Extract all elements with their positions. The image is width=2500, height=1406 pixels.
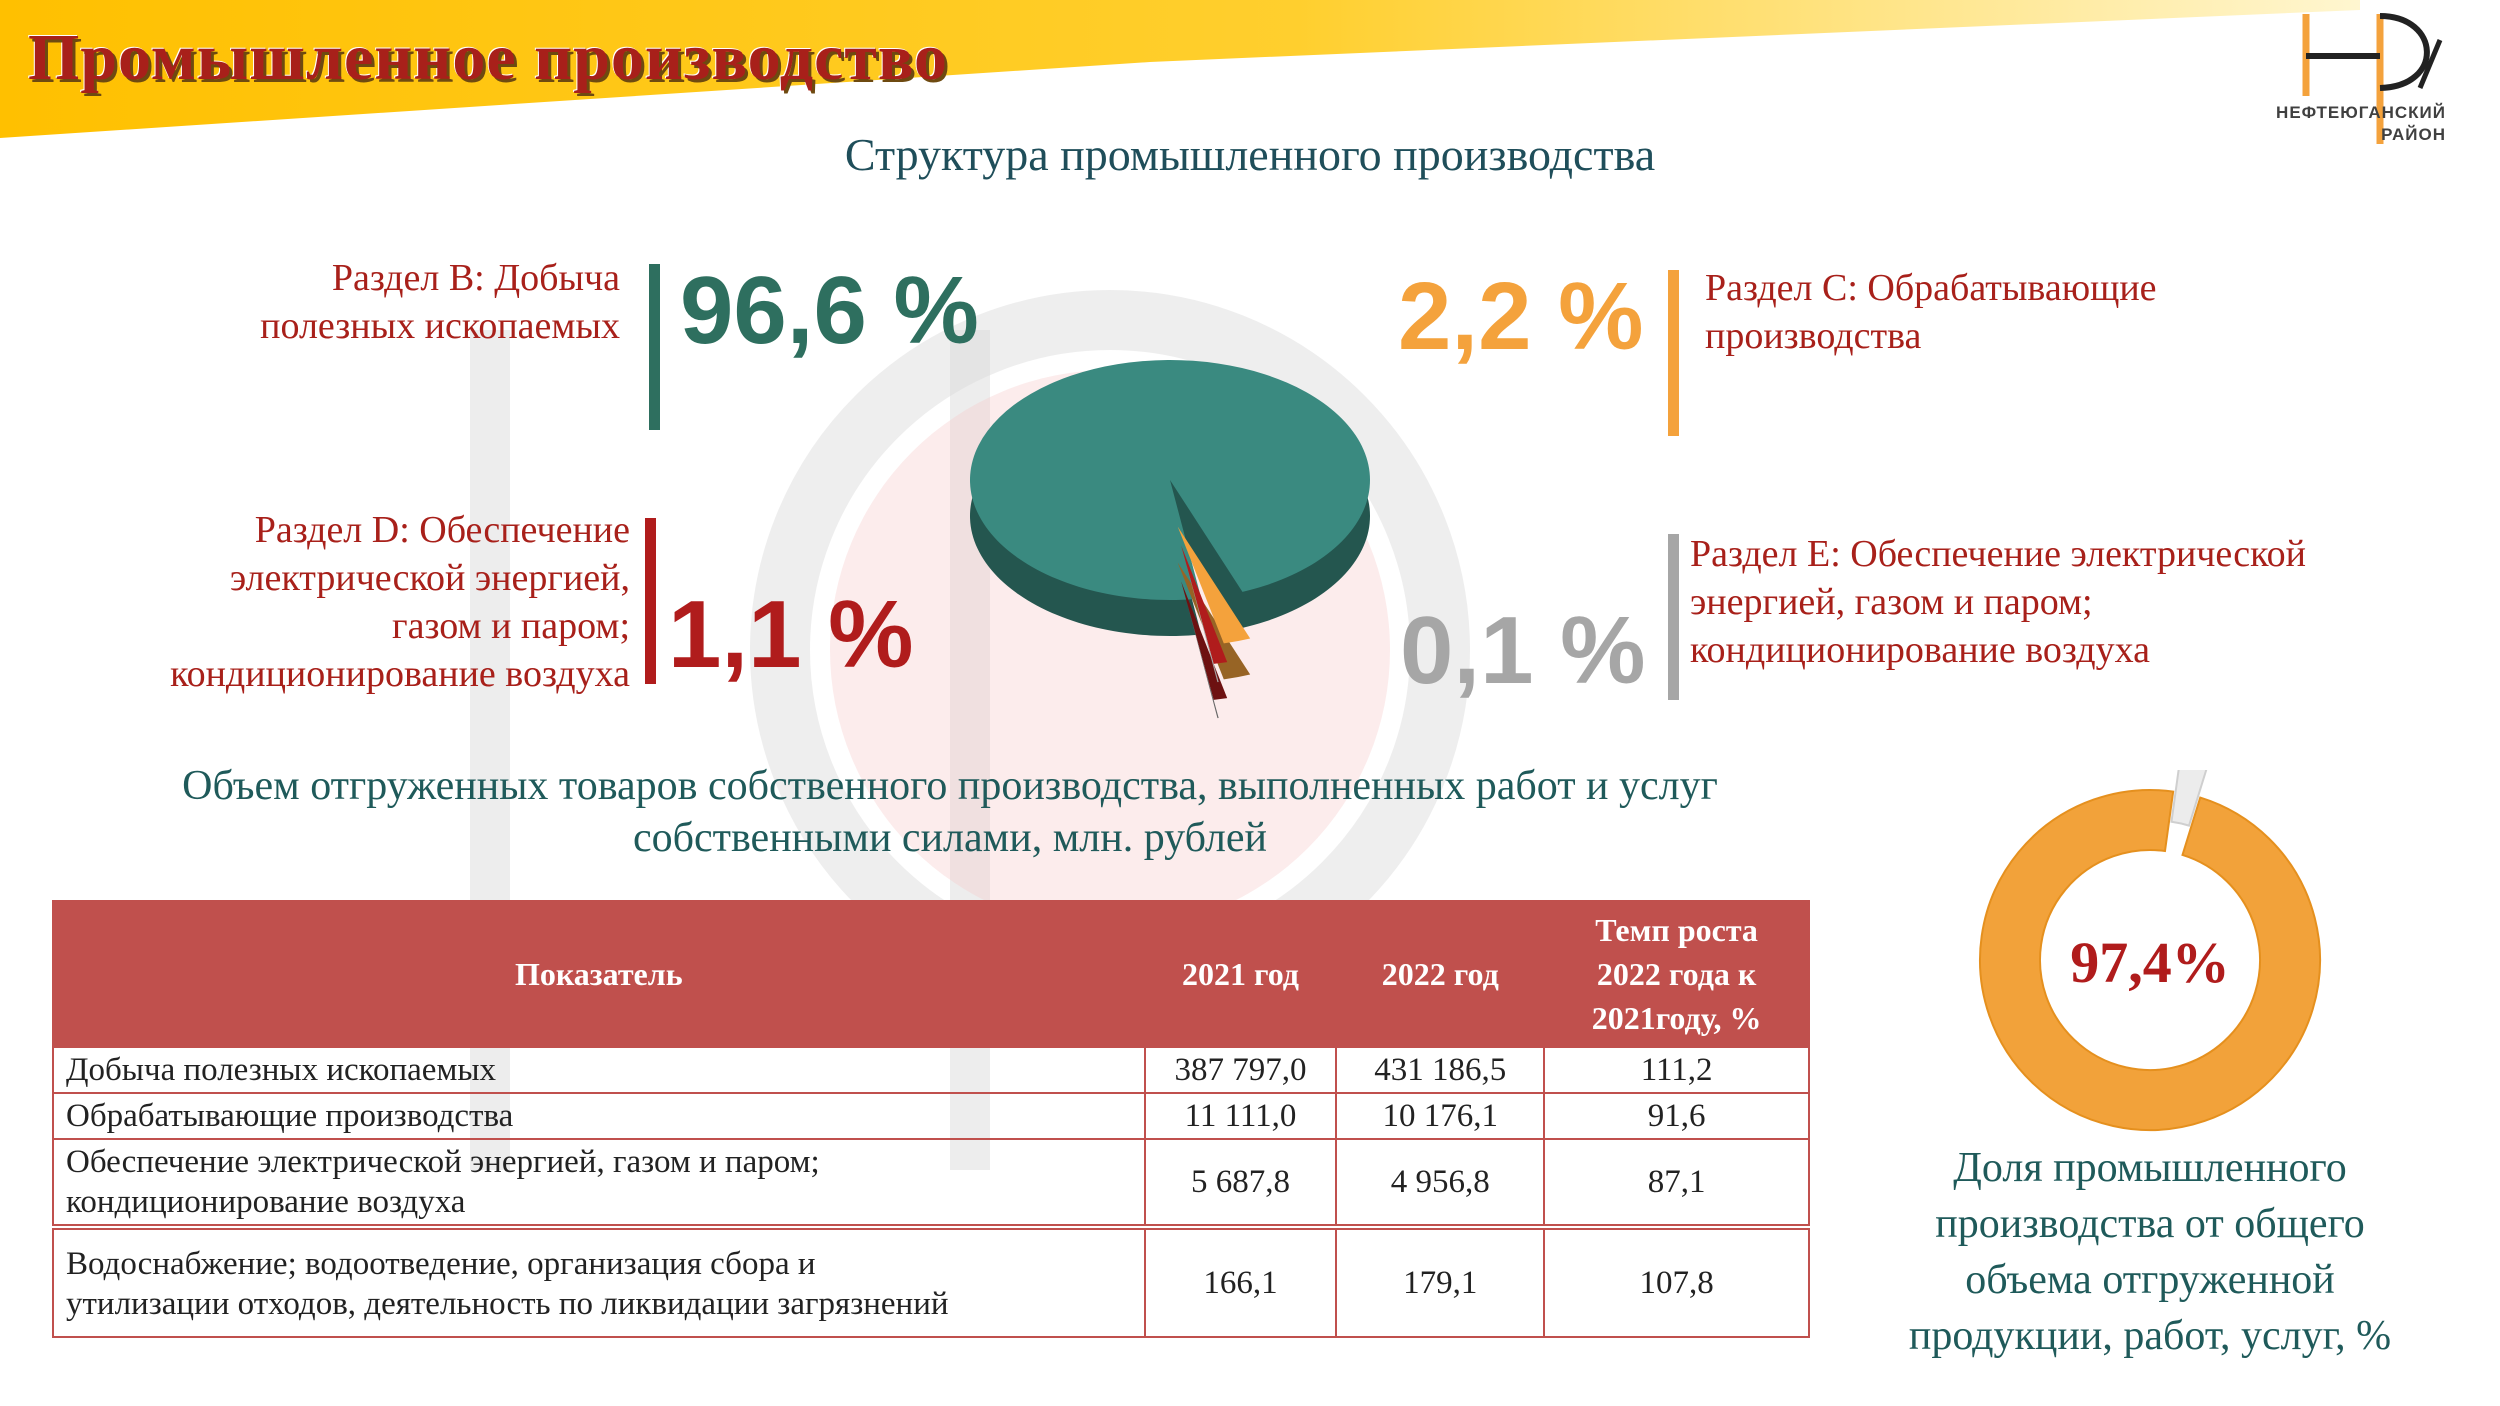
- structure-subtitle: Структура промышленного производства: [844, 129, 1656, 180]
- share-caption: Доля промышленного производства от общег…: [1890, 1140, 2410, 1364]
- row-2022: 4 956,8: [1335, 1138, 1546, 1228]
- section-e-value: 0,1 %: [1400, 597, 1646, 704]
- section-c-bar: [1668, 270, 1679, 436]
- section-b-bar: [649, 264, 660, 430]
- row-name-line: утилизации отходов, деятельность по ликв…: [66, 1286, 949, 1322]
- share-donut-chart: 97,4%: [1979, 770, 2321, 1131]
- structure-pie-chart: [969, 360, 1370, 719]
- section-d-label: Раздел D: Обеспечение электрической энер…: [40, 506, 630, 698]
- row-growth: 107,8: [1543, 1224, 1810, 1338]
- row-growth: 87,1: [1543, 1138, 1810, 1228]
- share-caption-line: производства от общего: [1935, 1201, 2365, 1247]
- section-d-label-line: Раздел D: Обеспечение: [254, 509, 630, 551]
- row-name-line: Водоснабжение; водоотведение, организаци…: [66, 1246, 816, 1282]
- header-2021: 2021 год: [1143, 900, 1338, 1048]
- logo-icon: [2302, 13, 2443, 144]
- pie-slice-3: [1181, 545, 1228, 700]
- donut-slice-1: [1979, 789, 2321, 1131]
- section-e-label-line: кондиционирование воздуха: [1690, 629, 2150, 671]
- section-e-label: Раздел Е: Обеспечение электрической энер…: [1690, 530, 2490, 674]
- section-b-label: Раздел В: Добыча полезных ископаемых: [150, 254, 620, 350]
- logo-text: НЕФТЕЮГАНСКИЙ РАЙОН: [2262, 102, 2446, 146]
- section-d-label-line: кондиционирование воздуха: [170, 653, 630, 695]
- row-name: Добыча полезных ископаемых: [52, 1046, 1146, 1094]
- row-2021: 11 111,0: [1143, 1092, 1338, 1140]
- table-row: Добыча полезных ископаемых 387 797,0 431…: [52, 1046, 1810, 1094]
- section-b-label-line: полезных ископаемых: [260, 305, 620, 347]
- row-2021: 5 687,8: [1143, 1138, 1338, 1228]
- row-2021: 166,1: [1143, 1224, 1338, 1338]
- row-2022: 431 186,5: [1335, 1046, 1546, 1094]
- pie-slice-1: [969, 360, 1370, 636]
- donut-slice-2: [2170, 770, 2208, 827]
- table-row: Водоснабжение; водоотведение, организаци…: [52, 1224, 1810, 1338]
- row-name: Водоснабжение; водоотведение, организаци…: [52, 1224, 1146, 1338]
- header-growth-line: 2022 года к: [1596, 956, 1757, 992]
- row-2022: 179,1: [1335, 1224, 1546, 1338]
- share-caption-line: объема отгруженной: [1965, 1257, 2335, 1303]
- pie-slice-4: [1186, 563, 1219, 719]
- table-header-row: Показатель 2021 год 2022 год Темп роста …: [52, 900, 1810, 1048]
- header-growth-line: 2021году, %: [1591, 1000, 1762, 1036]
- row-name-line: Обеспечение электрической энергией, газо…: [66, 1144, 820, 1180]
- row-name-line: кондиционирование воздуха: [66, 1184, 466, 1220]
- table-row: Обрабатывающие производства 11 111,0 10 …: [52, 1092, 1810, 1140]
- section-d-bar: [645, 518, 656, 684]
- header-growth: Темп роста 2022 года к 2021году, %: [1543, 900, 1810, 1048]
- row-2022: 10 176,1: [1335, 1092, 1546, 1140]
- shipped-title-line: Объем отгруженных товаров собственного п…: [182, 763, 1718, 809]
- row-growth: 111,2: [1543, 1046, 1810, 1094]
- page-title: Промышленное производство: [28, 21, 949, 94]
- row-name: Обеспечение электрической энергией, газо…: [52, 1138, 1146, 1228]
- section-e-label-line: Раздел Е: Обеспечение электрической: [1690, 533, 2306, 575]
- section-c-label-line: Раздел С: Обрабатывающие: [1705, 267, 2157, 309]
- row-name: Обрабатывающие производства: [52, 1092, 1146, 1140]
- header-indicator: Показатель: [52, 900, 1146, 1048]
- header-growth-line: Темп роста: [1595, 912, 1758, 948]
- section-b-value: 96,6 %: [680, 257, 979, 364]
- share-caption-line: Доля промышленного: [1953, 1145, 2347, 1191]
- row-2021: 387 797,0: [1143, 1046, 1338, 1094]
- table-row: Обеспечение электрической энергией, газо…: [52, 1138, 1810, 1228]
- shipped-title-line: собственными силами, млн. рублей: [632, 815, 1268, 861]
- header-2022: 2022 год: [1335, 900, 1546, 1048]
- donut-center-label: 97,4%: [2070, 930, 2230, 995]
- header-ribbon: [0, 0, 2360, 138]
- section-b-label-line: Раздел В: Добыча: [331, 257, 620, 299]
- section-d-label-line: газом и паром;: [392, 605, 630, 647]
- shipped-table: Показатель 2021 год 2022 год Темп роста …: [52, 900, 1810, 1338]
- share-caption-line: продукции, работ, услуг, %: [1908, 1313, 2392, 1359]
- shipped-title: Объем отгруженных товаров собственного п…: [80, 760, 1820, 864]
- section-c-label: Раздел С: Обрабатывающие производства: [1705, 264, 2345, 360]
- section-c-label-line: производства: [1705, 315, 1922, 357]
- donut-hole: [2042, 852, 2258, 1068]
- row-growth: 91,6: [1543, 1092, 1810, 1140]
- logo-line1: НЕФТЕЮГАНСКИЙ: [2276, 103, 2446, 122]
- section-d-label-line: электрической энергией,: [229, 557, 630, 599]
- section-e-label-line: энергией, газом и паром;: [1690, 581, 2093, 623]
- section-e-bar: [1668, 534, 1679, 700]
- section-d-value: 1,1 %: [668, 581, 914, 688]
- section-c-value: 2,2 %: [1398, 263, 1644, 370]
- logo-line2: РАЙОН: [2381, 125, 2446, 144]
